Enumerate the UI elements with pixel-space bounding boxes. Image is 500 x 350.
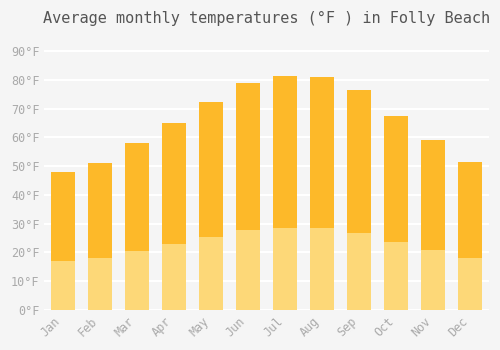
Bar: [347, 233, 372, 310]
Bar: [236, 230, 260, 310]
Bar: [199, 102, 223, 310]
Bar: [310, 77, 334, 310]
Bar: [88, 163, 112, 310]
Bar: [199, 237, 223, 310]
Title: Average monthly temperatures (°F ) in Folly Beach: Average monthly temperatures (°F ) in Fo…: [43, 11, 490, 26]
Bar: [347, 90, 372, 310]
Bar: [88, 259, 112, 310]
Bar: [384, 242, 408, 310]
Bar: [273, 228, 297, 310]
Bar: [162, 244, 186, 310]
Bar: [310, 228, 334, 310]
Bar: [458, 258, 482, 310]
Bar: [273, 76, 297, 310]
Bar: [51, 261, 75, 310]
Bar: [162, 123, 186, 310]
Bar: [51, 172, 75, 310]
Bar: [125, 143, 149, 310]
Bar: [422, 251, 446, 310]
Bar: [458, 162, 482, 310]
Bar: [125, 251, 149, 310]
Bar: [422, 140, 446, 310]
Bar: [236, 83, 260, 310]
Bar: [384, 116, 408, 310]
